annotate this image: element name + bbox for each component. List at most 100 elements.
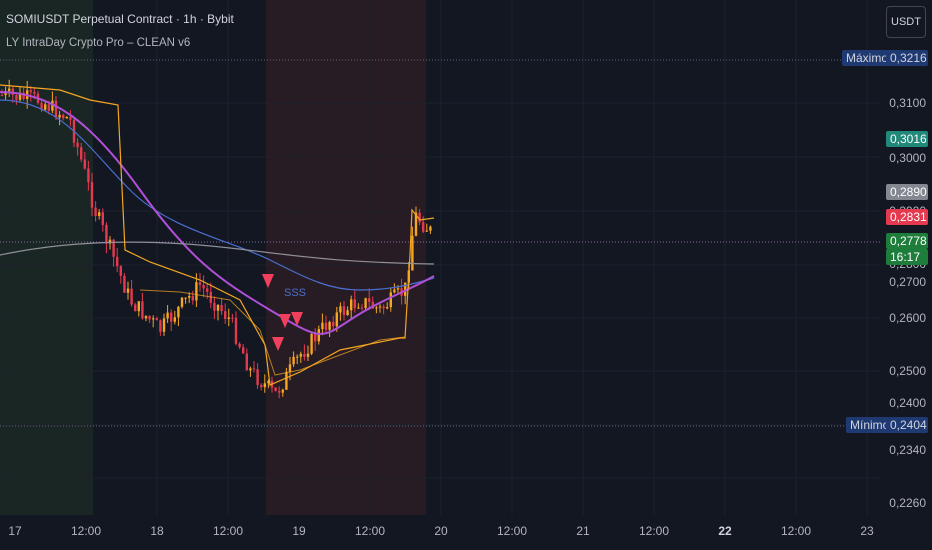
candle-body (346, 310, 349, 316)
sell-signal-marker (279, 314, 291, 328)
grey-price-tag: 0,2890 (886, 184, 928, 200)
candle-body (148, 315, 151, 320)
candle-body (180, 297, 184, 307)
candle-body (22, 92, 25, 100)
candle-body (29, 90, 32, 93)
candle-body (371, 301, 374, 309)
candle-body (152, 318, 155, 320)
candle-body (62, 114, 65, 119)
price-axis-label: 0,2700 (889, 275, 926, 289)
candle-body (134, 304, 137, 312)
candle-body (256, 369, 259, 385)
candle-body (116, 256, 119, 267)
time-axis-label: 20 (434, 524, 448, 538)
minimo-value: 0,2404 (886, 417, 928, 433)
candle-body (8, 88, 11, 92)
maximo-label: Máximo (842, 50, 893, 66)
candle-body (242, 347, 245, 354)
currency-button[interactable]: USDT (886, 6, 926, 38)
candle-body (141, 301, 144, 319)
red-price-tag: 0,2831 (886, 209, 928, 225)
candle-body (69, 116, 72, 120)
candle-body (144, 315, 148, 319)
candle-body (54, 100, 58, 118)
candle-body (411, 235, 414, 271)
candle-body (353, 299, 356, 309)
candle-body (364, 298, 367, 308)
time-axis-label: 12:00 (212, 524, 244, 538)
candle-body (321, 322, 324, 330)
candle-body (87, 168, 90, 183)
sell-signal-marker (291, 312, 303, 326)
candle-body (83, 159, 86, 169)
maximo-value: 0,3216 (886, 50, 928, 66)
candle-body (126, 288, 130, 293)
candle-body (162, 318, 166, 332)
candle-body (44, 104, 47, 110)
time-axis-label: 12:00 (638, 524, 670, 538)
candle-body (90, 182, 94, 208)
candle-body (206, 288, 209, 292)
candle-body (40, 102, 43, 110)
time-axis-label: 17 (8, 524, 22, 538)
ema-fast-line (0, 99, 435, 291)
candle-body (306, 353, 310, 357)
candle-body (47, 104, 50, 111)
candle-body (166, 312, 169, 319)
band-upper-line (0, 84, 435, 386)
candle-body (404, 282, 407, 296)
candle-body (177, 306, 180, 318)
candle-body (170, 312, 173, 322)
symbol-title[interactable]: SOMIUSDT Perpetual Contract · 1h · Bybit (6, 12, 234, 26)
price-axis-label: 0,2260 (889, 496, 926, 510)
price-axis-label: 0,3000 (889, 151, 926, 165)
candle-body (101, 212, 104, 225)
indicator-title[interactable]: LY IntraDay Crypto Pro – CLEAN v6 (6, 37, 191, 49)
time-axis-label: 18 (150, 524, 164, 538)
candle-body (278, 390, 281, 393)
candle-body (375, 307, 378, 309)
price-axis-label: 0,2340 (889, 443, 926, 457)
candle-body (245, 353, 248, 371)
candle-body (123, 275, 126, 293)
candle-body (173, 317, 176, 322)
candle-body (76, 142, 79, 148)
price-axis-label: 0,2500 (889, 364, 926, 378)
candle-body (80, 147, 83, 160)
candle-body (368, 298, 371, 302)
ema-mid-line (0, 91, 435, 335)
countdown-tag: 16:17 (886, 249, 928, 265)
candle-body (188, 296, 191, 298)
candle-body (267, 380, 270, 384)
candle-body (396, 288, 400, 290)
time-axis-label: 23 (860, 524, 874, 538)
candle-body (310, 334, 313, 354)
candle-body (112, 239, 115, 257)
candle-body (339, 306, 342, 313)
candle-body (238, 343, 241, 348)
candle-body (418, 212, 421, 223)
candle-body (15, 94, 18, 100)
candle-body (119, 266, 122, 276)
candle-body (382, 306, 385, 309)
candle-body (227, 317, 230, 319)
candle-body (389, 292, 392, 308)
candle-body (303, 353, 306, 357)
time-axis-label: 21 (576, 524, 590, 538)
candle-body (414, 212, 418, 236)
candle-body (324, 322, 328, 330)
time-axis-label: 12:00 (496, 524, 528, 538)
candle-body (285, 371, 288, 390)
candle-body (234, 317, 238, 344)
candle-body (335, 312, 338, 327)
candle-body (425, 230, 428, 232)
price-axis-label: 0,2400 (889, 396, 926, 410)
candle-body (191, 296, 194, 301)
candle-body (260, 384, 263, 388)
candle-body (357, 307, 360, 309)
candle-body (195, 282, 198, 301)
candle-body (288, 364, 292, 372)
candle-body (105, 224, 108, 244)
candle-body (317, 329, 320, 342)
